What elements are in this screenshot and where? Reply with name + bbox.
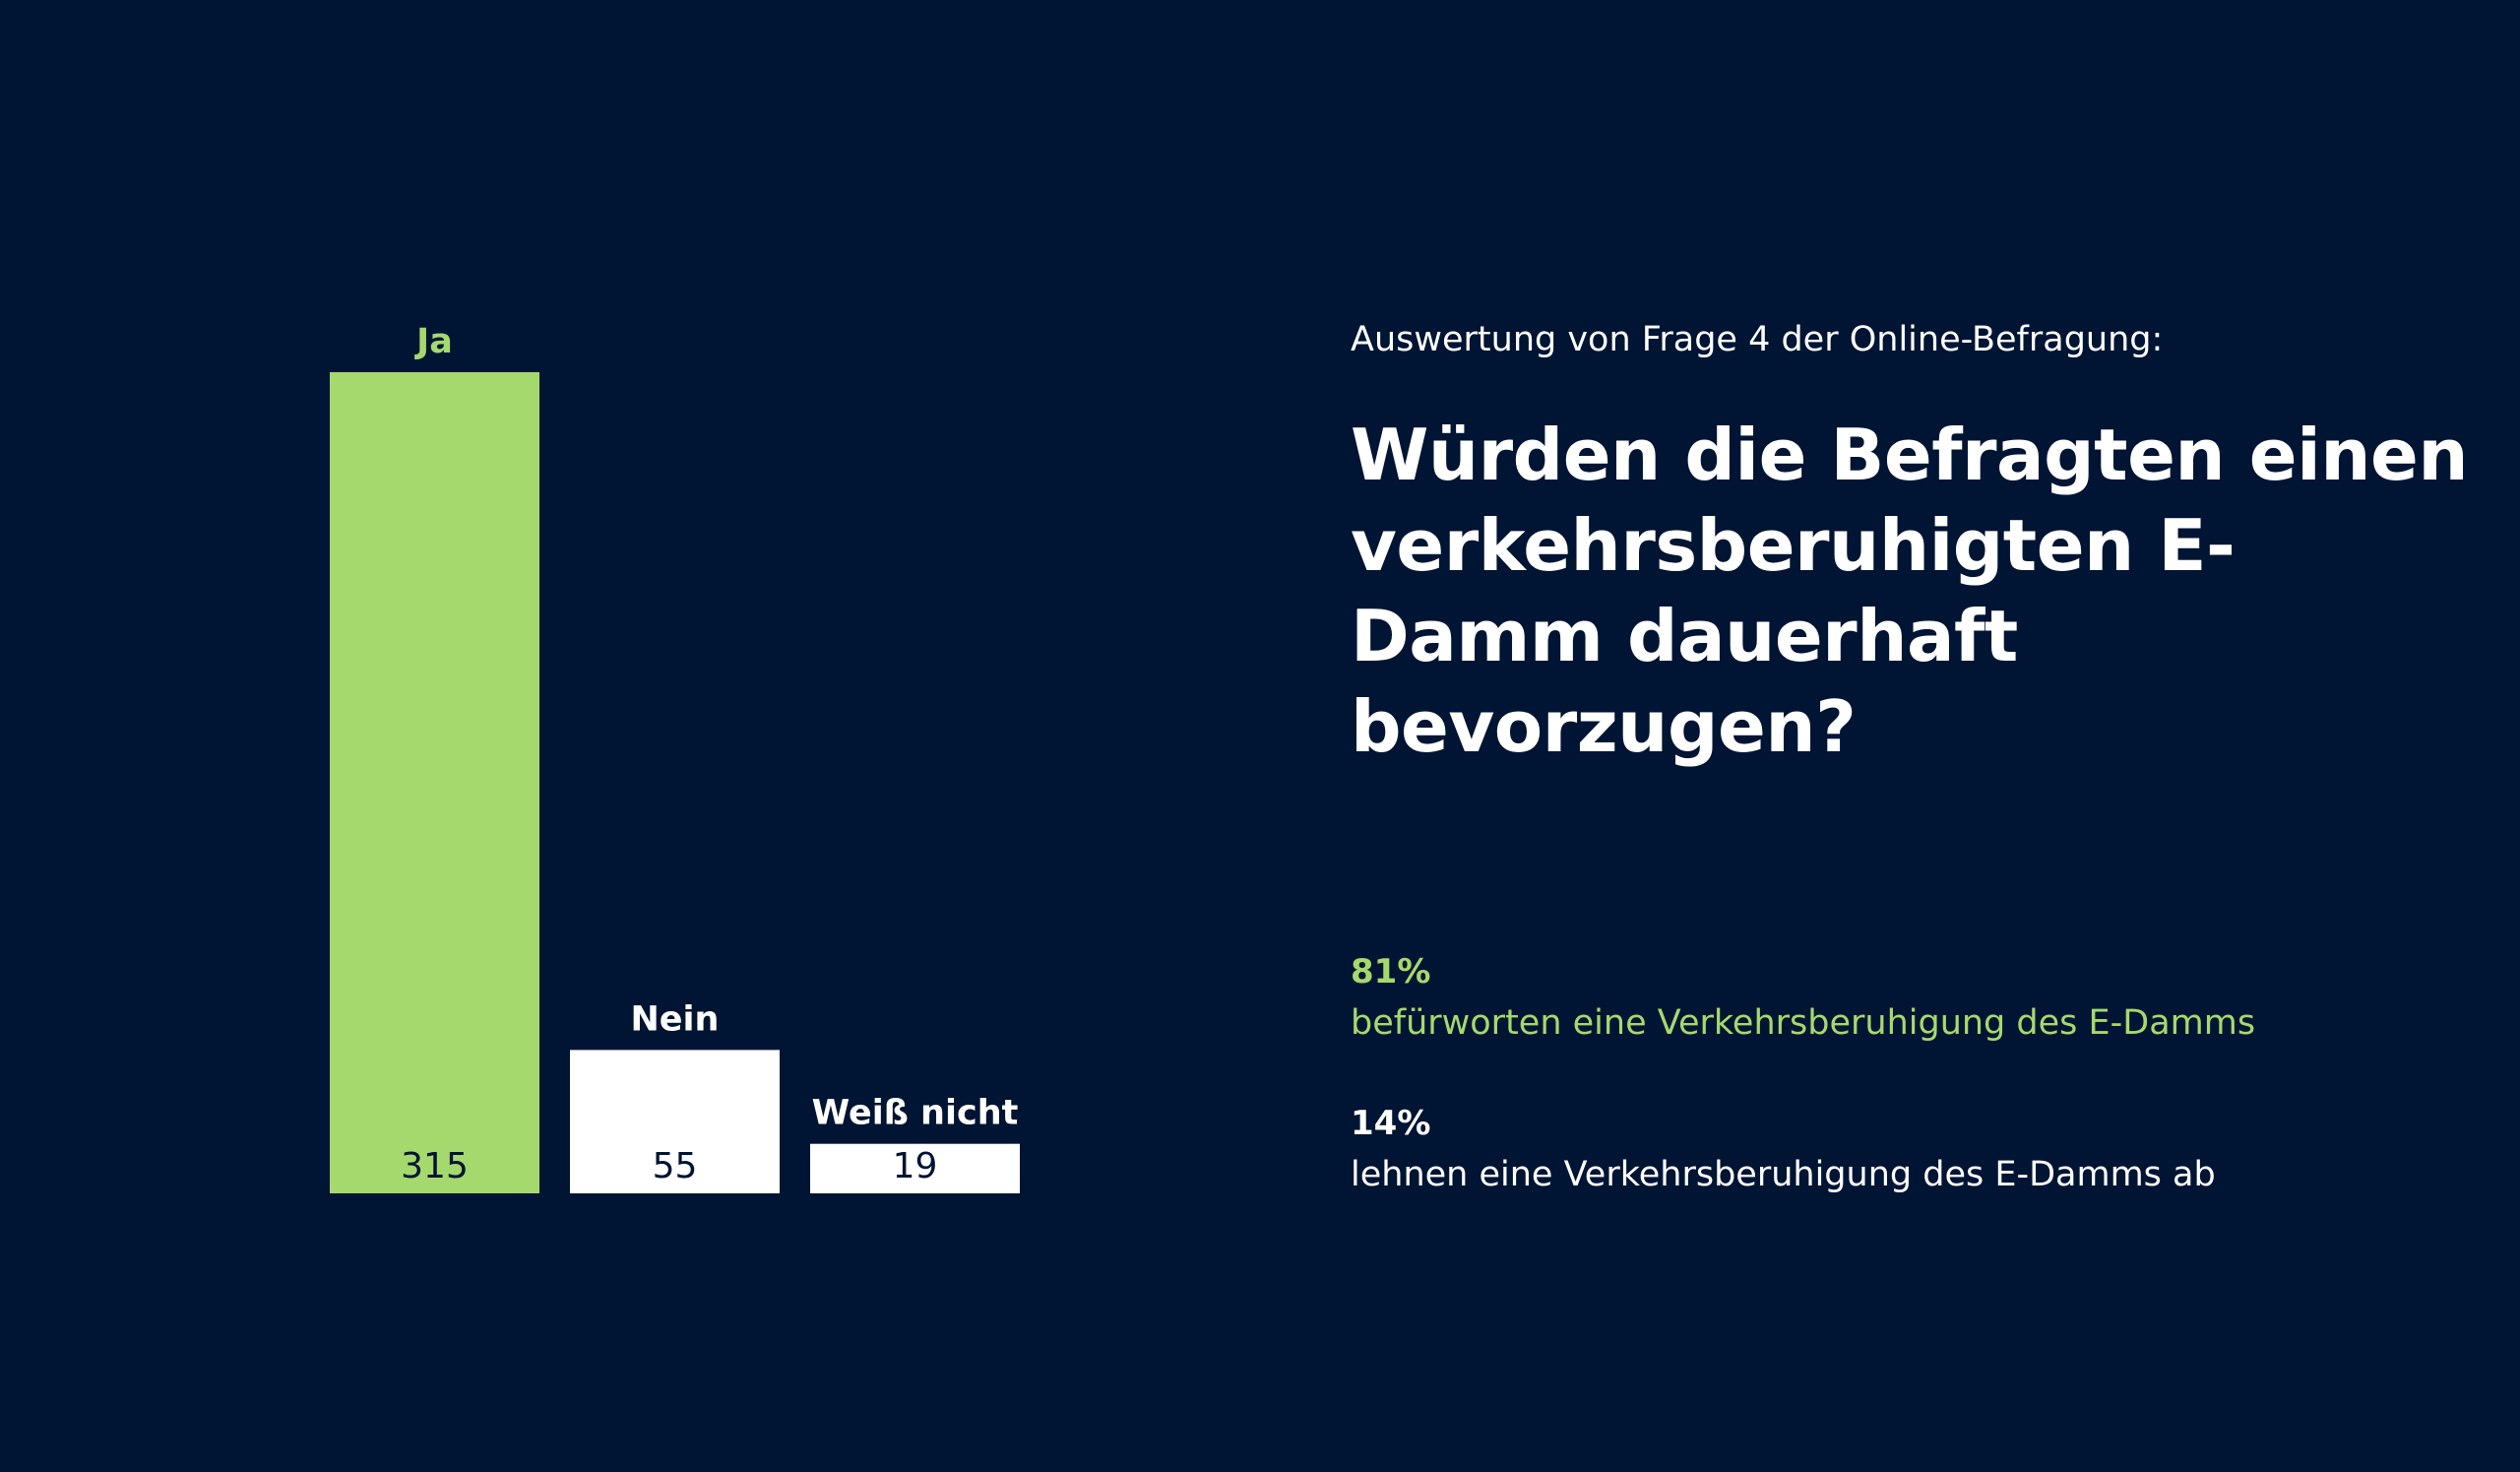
bar-nein <box>570 1050 780 1193</box>
bar-ja <box>330 372 539 1193</box>
stat-no-text: lehnen eine Verkehrsberuhigung des E-Dam… <box>1351 1155 2216 1194</box>
bar-chart: Ja 315 Nein 55 Weiß nicht 19 <box>330 322 1020 1193</box>
value-label-ja: 315 <box>401 1146 469 1186</box>
bar-weiss-nicht <box>810 1143 1020 1193</box>
stat-no: 14% lehnen eine Verkehrsberuhigung des E… <box>1351 1099 2216 1201</box>
stat-yes: 81% befürworten eine Verkehrsberuhigung … <box>1351 947 2255 1050</box>
stat-yes-text: befürworten eine Verkehrsberuhigung des … <box>1351 1003 2256 1043</box>
info-panel: Auswertung von Frage 4 der Online-Befrag… <box>1351 0 2483 1472</box>
value-label-nein: 55 <box>653 1146 698 1186</box>
chart-subtitle: Auswertung von Frage 4 der Online-Befrag… <box>1351 320 2164 359</box>
value-label-weiss-nicht: 19 <box>893 1146 938 1186</box>
category-label-weiss-nicht: Weiß nicht <box>812 1094 1019 1133</box>
chart-question-title: Würden die Befragten einen verkehrsberuh… <box>1351 414 2469 768</box>
category-label-ja: Ja <box>414 322 453 361</box>
stat-yes-percent: 81% <box>1351 952 1431 992</box>
stat-no-percent: 14% <box>1351 1104 1431 1143</box>
category-label-nein: Nein <box>631 999 720 1039</box>
